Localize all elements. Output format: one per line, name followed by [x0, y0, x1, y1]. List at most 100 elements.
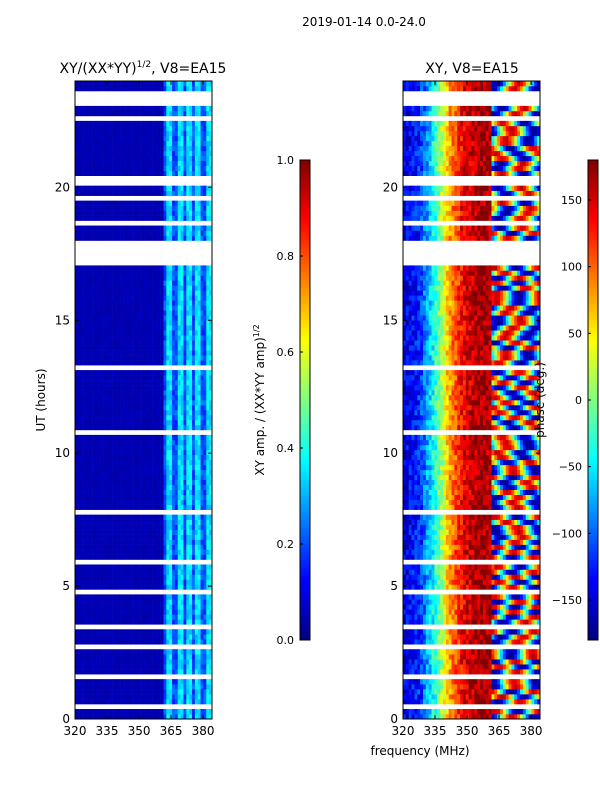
heatmap-cell: [209, 599, 213, 605]
heatmap-cell: [126, 714, 130, 720]
heatmap-cell: [140, 694, 144, 700]
heatmap-cell: [106, 330, 110, 336]
heatmap-cell: [137, 385, 141, 391]
heatmap-cell: [209, 400, 213, 406]
heatmap-cell: [126, 355, 130, 361]
heatmap-cell: [77, 320, 81, 326]
heatmap-cell: [114, 629, 119, 635]
heatmap-cell: [114, 609, 119, 615]
heatmap-cell: [123, 360, 127, 366]
heatmap-cell: [83, 659, 87, 665]
heatmap-cell: [149, 200, 153, 206]
heatmap-cell: [137, 609, 141, 615]
heatmap-cell: [154, 200, 159, 206]
heatmap-cell: [123, 315, 127, 321]
heatmap-cell: [163, 150, 167, 157]
heatmap-cell: [97, 295, 101, 301]
heatmap-cell: [180, 519, 184, 525]
heatmap-cell: [183, 689, 187, 695]
heatmap-cell: [117, 130, 121, 137]
heatmap-cell: [186, 295, 190, 301]
heatmap-cell: [75, 514, 79, 520]
heatmap-cell: [177, 340, 181, 346]
heatmap-cell: [97, 135, 101, 142]
heatmap-cell: [134, 569, 139, 575]
heatmap-cell: [157, 290, 161, 296]
heatmap-cell: [80, 594, 84, 600]
heatmap-cell: [140, 140, 144, 147]
heatmap-cell: [134, 150, 139, 157]
heatmap-cell: [80, 350, 84, 356]
heatmap-cell: [94, 439, 99, 446]
heatmap-cell: [183, 130, 187, 137]
heatmap-cell: [186, 375, 190, 381]
heatmap-cell: [92, 350, 96, 356]
heatmap-cell: [157, 649, 161, 655]
heatmap-cell: [129, 714, 133, 720]
heatmap-cell: [132, 599, 136, 605]
heatmap-cell: [189, 315, 193, 321]
heatmap-cell: [94, 155, 99, 162]
heatmap-cell: [197, 449, 201, 456]
heatmap-cell: [143, 275, 147, 281]
heatmap-cell: [203, 335, 207, 341]
heatmap-cell: [189, 340, 193, 346]
heatmap-cell: [194, 549, 199, 555]
heatmap-cell: [206, 634, 210, 640]
heatmap-cell: [77, 200, 81, 206]
heatmap-cell: [169, 459, 173, 466]
heatmap-cell: [197, 320, 201, 326]
heatmap-cell: [209, 310, 213, 316]
heatmap-cell: [174, 130, 179, 137]
heatmap-cell: [189, 454, 193, 461]
heatmap-cell: [152, 150, 156, 157]
heatmap-cell: [123, 200, 127, 206]
heatmap-cell: [86, 165, 90, 172]
heatmap-cell: [129, 414, 133, 421]
heatmap-cell: [132, 414, 136, 421]
heatmap-cell: [80, 210, 84, 216]
heatmap-cell: [177, 489, 181, 495]
heatmap-cell: [100, 150, 104, 157]
heatmap-cell: [77, 529, 81, 535]
heatmap-cell: [120, 140, 124, 147]
heatmap-cell: [114, 190, 119, 196]
heatmap-cell: [123, 654, 127, 660]
heatmap-cell: [123, 375, 127, 381]
heatmap-cell: [166, 140, 170, 147]
heatmap-cell: [114, 679, 119, 685]
heatmap-cell: [152, 584, 156, 590]
heatmap-cell: [129, 564, 133, 570]
heatmap-cell: [112, 370, 116, 376]
heatmap-cell: [189, 714, 193, 720]
heatmap-cell: [140, 554, 144, 560]
heatmap-cell: [112, 464, 116, 471]
heatmap-cell: [129, 409, 133, 416]
heatmap-cell: [163, 619, 167, 625]
heatmap-cell: [106, 210, 110, 216]
heatmap-cell: [140, 355, 144, 361]
heatmap-cell: [169, 235, 173, 241]
heatmap-cell: [154, 569, 159, 575]
heatmap-cell: [206, 390, 210, 396]
heatmap-cell: [146, 375, 150, 381]
heatmap-cell: [109, 524, 113, 530]
heatmap-cell: [114, 654, 119, 660]
heatmap-cell: [92, 370, 96, 376]
heatmap-cell: [146, 325, 150, 331]
heatmap-cell: [123, 385, 127, 391]
heatmap-cell: [197, 574, 201, 580]
heatmap-cell: [172, 524, 176, 530]
heatmap-cell: [163, 335, 167, 341]
heatmap-cell: [134, 125, 139, 132]
heatmap-cell: [129, 474, 133, 481]
heatmap-cell: [83, 464, 87, 471]
heatmap-cell: [86, 484, 90, 491]
heatmap-cell: [112, 574, 116, 580]
heatmap-cell: [149, 584, 153, 590]
heatmap-cell: [180, 484, 184, 491]
heatmap-cell: [126, 594, 130, 600]
heatmap-cell: [132, 619, 136, 625]
heatmap-cell: [134, 225, 139, 231]
heatmap-cell: [152, 280, 156, 286]
